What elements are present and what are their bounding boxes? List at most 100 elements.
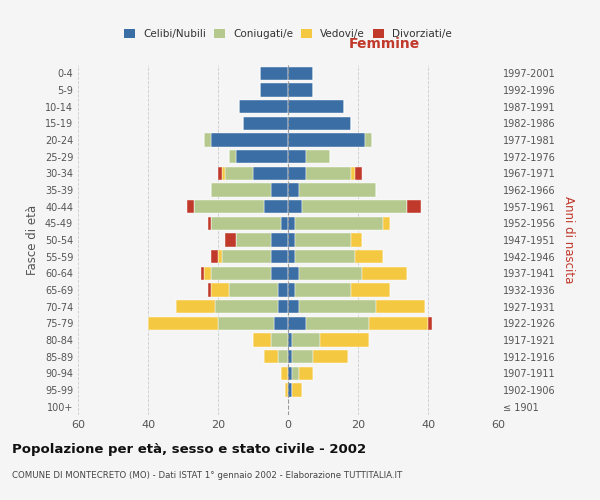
Bar [305, 150, 330, 164]
Bar [288, 300, 299, 314]
Bar [208, 284, 211, 296]
Bar [365, 134, 372, 146]
Bar [225, 234, 235, 246]
Text: Femmine: Femmine [349, 37, 420, 51]
Bar [288, 150, 305, 164]
Y-axis label: Fasce di età: Fasce di età [26, 205, 39, 275]
Bar [288, 166, 305, 180]
Bar [221, 166, 225, 180]
Bar [277, 300, 288, 314]
Bar [229, 150, 235, 164]
Bar [218, 166, 221, 180]
Bar [288, 116, 351, 130]
Bar [215, 300, 277, 314]
Bar [292, 334, 320, 346]
Bar [204, 134, 211, 146]
Bar [320, 334, 368, 346]
Bar [263, 350, 277, 364]
Bar [299, 266, 361, 280]
Bar [211, 250, 218, 264]
Bar [176, 300, 215, 314]
Bar [288, 334, 292, 346]
Bar [299, 366, 313, 380]
Bar [271, 184, 288, 196]
Bar [271, 250, 288, 264]
Bar [305, 166, 351, 180]
Bar [376, 300, 425, 314]
Bar [351, 166, 355, 180]
Bar [288, 384, 292, 396]
Bar [288, 284, 295, 296]
Bar [235, 150, 288, 164]
Bar [211, 216, 281, 230]
Bar [292, 384, 302, 396]
Bar [407, 200, 421, 213]
Bar [313, 350, 347, 364]
Bar [299, 300, 376, 314]
Bar [260, 66, 288, 80]
Bar [288, 66, 313, 80]
Text: Popolazione per età, sesso e stato civile - 2002: Popolazione per età, sesso e stato civil… [12, 442, 366, 456]
Bar [274, 316, 288, 330]
Bar [355, 250, 383, 264]
Bar [271, 234, 288, 246]
Bar [260, 84, 288, 96]
Bar [271, 266, 288, 280]
Bar [271, 334, 288, 346]
Bar [288, 250, 295, 264]
Bar [253, 334, 271, 346]
Legend: Celibi/Nubili, Coniugati/e, Vedovi/e, Divorziati/e: Celibi/Nubili, Coniugati/e, Vedovi/e, Di… [120, 24, 456, 43]
Bar [351, 234, 361, 246]
Bar [211, 284, 229, 296]
Bar [211, 134, 288, 146]
Bar [221, 250, 271, 264]
Bar [288, 216, 295, 230]
Bar [292, 366, 299, 380]
Bar [277, 284, 288, 296]
Bar [281, 216, 288, 230]
Bar [288, 200, 302, 213]
Bar [239, 100, 288, 114]
Bar [242, 116, 288, 130]
Bar [299, 184, 376, 196]
Bar [288, 134, 365, 146]
Text: COMUNE DI MONTECRETO (MO) - Dati ISTAT 1° gennaio 2002 - Elaborazione TUTTITALIA: COMUNE DI MONTECRETO (MO) - Dati ISTAT 1… [12, 470, 402, 480]
Bar [305, 316, 368, 330]
Bar [295, 284, 351, 296]
Bar [288, 184, 299, 196]
Bar [263, 200, 288, 213]
Bar [295, 216, 383, 230]
Bar [383, 216, 389, 230]
Bar [281, 366, 288, 380]
Bar [292, 350, 313, 364]
Bar [351, 284, 389, 296]
Bar [229, 284, 277, 296]
Bar [235, 234, 271, 246]
Bar [302, 200, 407, 213]
Bar [218, 250, 221, 264]
Bar [288, 350, 292, 364]
Bar [361, 266, 407, 280]
Bar [225, 166, 253, 180]
Bar [193, 200, 263, 213]
Bar [355, 166, 361, 180]
Bar [295, 250, 355, 264]
Bar [295, 234, 351, 246]
Bar [218, 316, 274, 330]
Bar [148, 316, 218, 330]
Bar [211, 184, 271, 196]
Bar [200, 266, 204, 280]
Bar [208, 216, 211, 230]
Bar [204, 266, 211, 280]
Bar [368, 316, 428, 330]
Bar [187, 200, 193, 213]
Y-axis label: Anni di nascita: Anni di nascita [562, 196, 575, 284]
Bar [428, 316, 431, 330]
Bar [288, 266, 299, 280]
Bar [288, 100, 344, 114]
Bar [253, 166, 288, 180]
Bar [288, 316, 305, 330]
Bar [288, 366, 292, 380]
Bar [288, 84, 313, 96]
Bar [288, 234, 295, 246]
